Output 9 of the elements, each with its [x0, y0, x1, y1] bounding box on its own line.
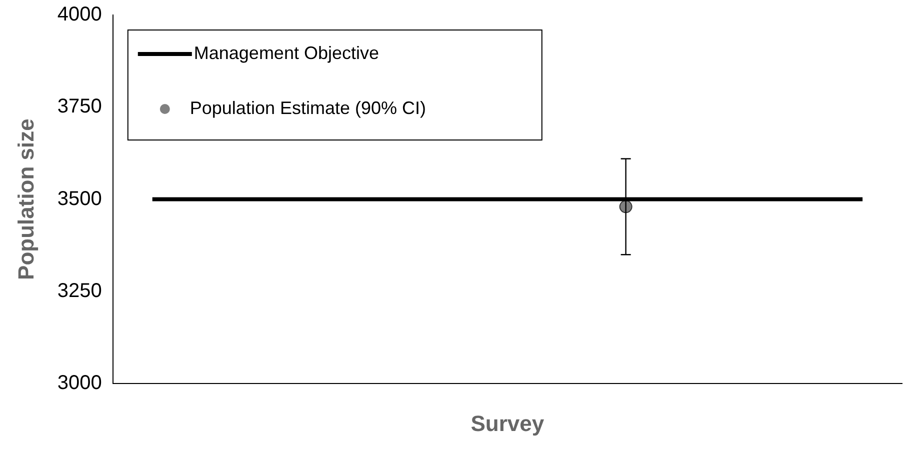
x-axis-title: Survey: [470, 410, 545, 436]
y-tick-label: 3250: [57, 280, 102, 302]
y-tick-label: 3000: [57, 372, 102, 394]
y-tick-label: 4000: [57, 4, 102, 26]
legend-label: Population Estimate (90% CI): [190, 98, 426, 118]
y-tick-label: 3500: [57, 188, 102, 210]
y-tick-label: 3750: [57, 96, 102, 118]
y-axis-title: Population size: [13, 118, 38, 280]
legend-label: Management Objective: [194, 42, 379, 63]
